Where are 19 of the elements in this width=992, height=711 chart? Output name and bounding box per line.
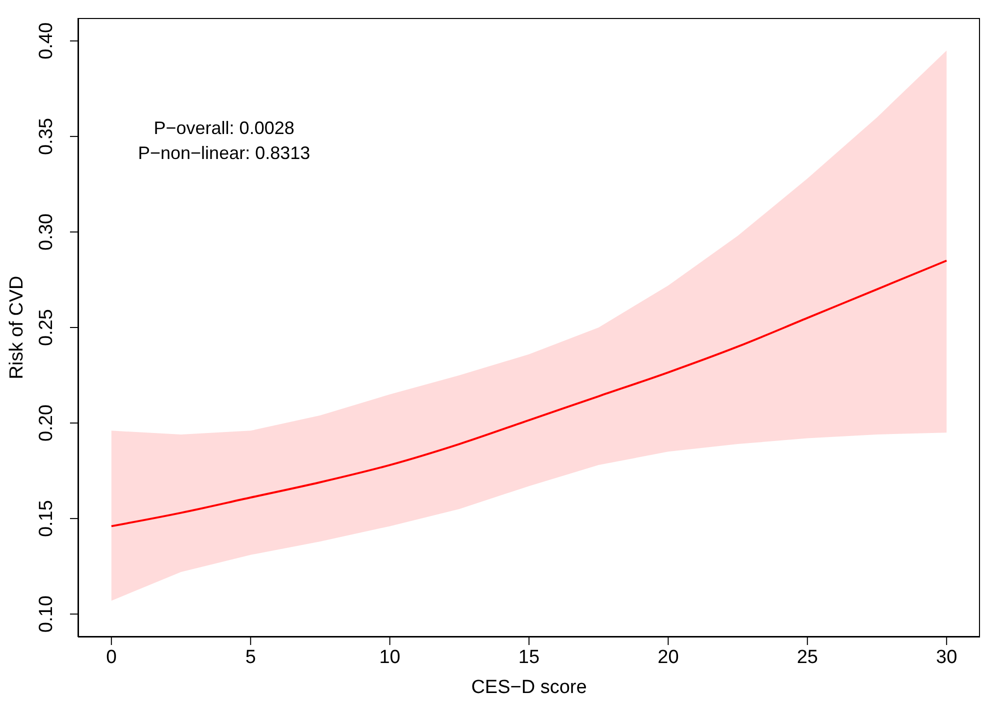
- x-tick-label: 20: [658, 647, 679, 668]
- y-tick-label: 0.25: [36, 309, 57, 346]
- y-tick-label: 0.35: [36, 118, 57, 155]
- x-tick-label: 5: [245, 647, 256, 668]
- x-tick-label: 15: [518, 647, 540, 668]
- y-tick-label: 0.30: [36, 213, 57, 250]
- y-axis-title: Risk of CVD: [6, 276, 28, 380]
- y-tick-label: 0.20: [36, 404, 57, 442]
- x-axis-title: CES−D score: [471, 677, 587, 698]
- y-tick-label: 0.40: [36, 22, 57, 60]
- y-tick-label: 0.15: [36, 500, 57, 538]
- annotation: P−overall: 0.0028: [152, 117, 296, 140]
- line-series: [110, 260, 948, 528]
- annotation: P−non−linear: 0.8313: [138, 142, 310, 165]
- x-tick-label: 10: [379, 647, 400, 668]
- x-tick-label: 25: [796, 647, 818, 668]
- y-tick-label: 0.10: [36, 596, 57, 633]
- x-tick-label: 0: [106, 647, 117, 668]
- x-tick-label: 30: [936, 647, 958, 668]
